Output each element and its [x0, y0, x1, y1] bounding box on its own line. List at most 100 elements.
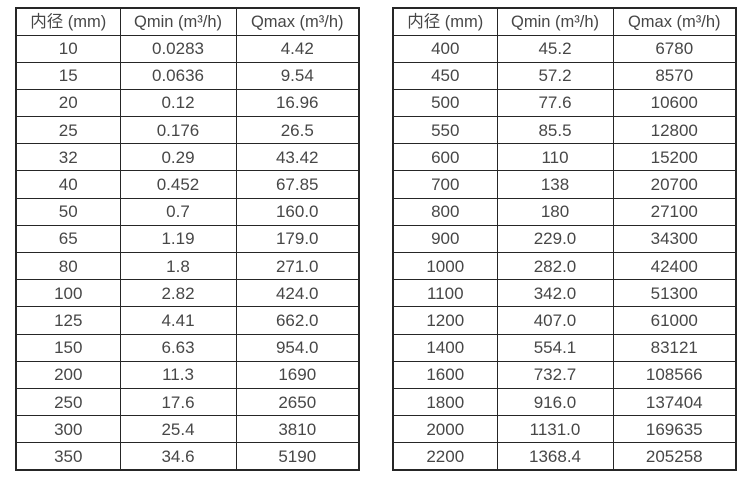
- table-row: 2200 1368.4 205258: [392, 442, 737, 471]
- table-cell: 342.0: [496, 279, 614, 308]
- table-cell: 40: [15, 170, 121, 199]
- table-cell: 0.12: [119, 88, 237, 118]
- table-row: 1800 916.0 137404: [392, 387, 737, 417]
- table-row: 500 77.6 10600: [392, 88, 737, 118]
- table-row: 250 17.6 2650: [15, 387, 360, 417]
- table-cell: 67.85: [235, 170, 360, 199]
- table-cell: 229.0: [496, 224, 614, 254]
- table-cell: 4.41: [119, 306, 237, 335]
- table-cell: 271.0: [235, 251, 360, 281]
- table-cell: 1690: [235, 360, 360, 389]
- table-row: 1600 732.7 108566: [392, 360, 737, 389]
- table-cell: 916.0: [496, 387, 614, 417]
- table-row: 50 0.7 160.0: [15, 197, 360, 226]
- table-row: 1200 407.0 61000: [392, 306, 737, 335]
- table-row: 150 6.63 954.0: [15, 333, 360, 362]
- table-row: 25 0.176 26.5: [15, 116, 360, 145]
- header-row: 内径 (mm) Qmin (m³/h) Qmax (m³/h): [392, 7, 737, 36]
- table-cell: 2000: [392, 415, 498, 444]
- table-row: 900 229.0 34300: [392, 224, 737, 254]
- table-cell: 800: [392, 197, 498, 226]
- table-cell: 25: [15, 116, 121, 145]
- table-cell: 138: [496, 170, 614, 199]
- table-cell: 15: [15, 61, 121, 90]
- table-cell: 2650: [235, 387, 360, 417]
- table-cell: 1200: [392, 306, 498, 335]
- table-cell: 600: [392, 143, 498, 172]
- table-cell: 3810: [235, 415, 360, 444]
- table-cell: 282.0: [496, 251, 614, 281]
- table-cell: 200: [15, 360, 121, 389]
- column-header: 内径 (mm): [15, 7, 121, 36]
- table-cell: 700: [392, 170, 498, 199]
- table-cell: 27100: [612, 197, 737, 226]
- table-row: 65 1.19 179.0: [15, 224, 360, 254]
- table-row: 10 0.0283 4.42: [15, 34, 360, 63]
- table-body: 10 0.0283 4.42 15 0.0636 9.54 20 0.12 16.96 25 0.1…: [15, 34, 360, 471]
- table-row: 1100 342.0 51300: [392, 279, 737, 308]
- table-cell: 15200: [612, 143, 737, 172]
- table-cell: 1400: [392, 333, 498, 362]
- table-cell: 12800: [612, 116, 737, 145]
- table-cell: 179.0: [235, 224, 360, 254]
- table-cell: 1.8: [119, 251, 237, 281]
- table-cell: 137404: [612, 387, 737, 417]
- table-cell: 42400: [612, 251, 737, 281]
- table-cell: 2200: [392, 442, 498, 471]
- table-row: 125 4.41 662.0: [15, 306, 360, 335]
- table-cell: 85.5: [496, 116, 614, 145]
- table-row: 350 34.6 5190: [15, 442, 360, 471]
- table-cell: 180: [496, 197, 614, 226]
- table-cell: 1800: [392, 387, 498, 417]
- table-cell: 34.6: [119, 442, 237, 471]
- table-cell: 1000: [392, 251, 498, 281]
- table-cell: 300: [15, 415, 121, 444]
- table-cell: 9.54: [235, 61, 360, 90]
- table-cell: 83121: [612, 333, 737, 362]
- table-row: 40 0.452 67.85: [15, 170, 360, 199]
- table-cell: 400: [392, 34, 498, 63]
- table-cell: 4.42: [235, 34, 360, 63]
- table-row: 450 57.2 8570: [392, 61, 737, 90]
- table-cell: 1131.0: [496, 415, 614, 444]
- table-cell: 250: [15, 387, 121, 417]
- table-row: 600 110 15200: [392, 143, 737, 172]
- table-row: 300 25.4 3810: [15, 415, 360, 444]
- column-header: Qmax (m³/h): [612, 7, 737, 36]
- table-cell: 20: [15, 88, 121, 118]
- table-cell: 26.5: [235, 116, 360, 145]
- table-row: 700 138 20700: [392, 170, 737, 199]
- flow-table-small-diameters: 内径 (mm) Qmin (m³/h) Qmax (m³/h) 10 0.0283 4.…: [15, 7, 360, 471]
- table-row: 1000 282.0 42400: [392, 251, 737, 281]
- header-row: 内径 (mm) Qmin (m³/h) Qmax (m³/h): [15, 7, 360, 36]
- table-cell: 2.82: [119, 279, 237, 308]
- table-row: 80 1.8 271.0: [15, 251, 360, 281]
- table-cell: 32: [15, 143, 121, 172]
- table-cell: 43.42: [235, 143, 360, 172]
- column-header: Qmin (m³/h): [119, 7, 237, 36]
- table-cell: 5190: [235, 442, 360, 471]
- table-cell: 954.0: [235, 333, 360, 362]
- table-cell: 50: [15, 197, 121, 226]
- table-cell: 900: [392, 224, 498, 254]
- table-cell: 662.0: [235, 306, 360, 335]
- table-cell: 100: [15, 279, 121, 308]
- column-header: Qmin (m³/h): [496, 7, 614, 36]
- table-cell: 732.7: [496, 360, 614, 389]
- table-cell: 10600: [612, 88, 737, 118]
- table-cell: 16.96: [235, 88, 360, 118]
- table-cell: 20700: [612, 170, 737, 199]
- table-row: 100 2.82 424.0: [15, 279, 360, 308]
- table-cell: 6.63: [119, 333, 237, 362]
- table-cell: 500: [392, 88, 498, 118]
- table-row: 15 0.0636 9.54: [15, 61, 360, 90]
- table-row: 200 11.3 1690: [15, 360, 360, 389]
- table-cell: 0.452: [119, 170, 237, 199]
- table-cell: 25.4: [119, 415, 237, 444]
- table-cell: 45.2: [496, 34, 614, 63]
- table-cell: 125: [15, 306, 121, 335]
- table-cell: 0.7: [119, 197, 237, 226]
- table-cell: 61000: [612, 306, 737, 335]
- table-cell: 1600: [392, 360, 498, 389]
- table-header-row: 内径 (mm) Qmin (m³/h) Qmax (m³/h): [15, 7, 360, 36]
